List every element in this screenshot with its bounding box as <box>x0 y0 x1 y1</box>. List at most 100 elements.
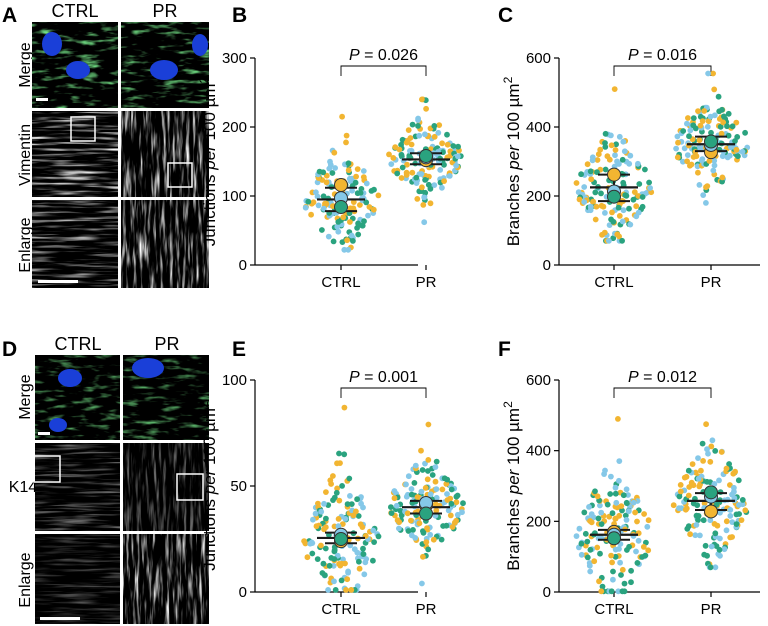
data-point <box>616 161 622 167</box>
data-point <box>621 148 628 155</box>
data-point <box>701 108 708 114</box>
data-point <box>598 190 604 197</box>
data-point <box>346 475 353 482</box>
chart-b: B 0 100 200 300 CTRL PR Junctions per 100 µm2 P … <box>197 4 464 291</box>
data-point <box>611 86 618 92</box>
data-points <box>301 404 466 593</box>
data-point <box>590 514 597 521</box>
data-point <box>421 219 428 226</box>
data-point <box>613 499 620 506</box>
data-point <box>706 158 713 164</box>
data-point <box>618 503 625 509</box>
data-point <box>343 139 349 146</box>
data-point <box>393 502 400 509</box>
data-point <box>370 206 377 213</box>
data-point <box>396 525 402 532</box>
data-point <box>454 511 461 518</box>
data-point <box>590 198 596 205</box>
data-point <box>355 220 361 227</box>
data-point <box>606 222 613 229</box>
data-point <box>696 483 703 490</box>
data-point <box>718 130 725 137</box>
data-point <box>635 160 641 167</box>
data-point <box>573 533 580 539</box>
data-point <box>695 108 701 114</box>
data-point <box>314 556 321 562</box>
data-point <box>354 225 360 231</box>
data-point <box>584 554 591 561</box>
data-point <box>727 534 734 541</box>
data-point <box>731 495 738 502</box>
panel-letter: F <box>498 338 511 361</box>
data-point <box>591 558 598 565</box>
data-point <box>730 470 737 477</box>
data-point <box>618 572 624 578</box>
x-tick-label-ctrl: CTRL <box>321 274 360 291</box>
data-point <box>586 504 592 510</box>
x-tick-label-pr: PR <box>416 601 437 618</box>
data-point <box>332 587 339 593</box>
data-point <box>615 416 621 422</box>
data-point <box>721 546 728 553</box>
data-point <box>578 171 584 178</box>
data-point <box>331 149 338 156</box>
data-point <box>707 458 714 465</box>
data-point <box>363 199 370 206</box>
data-point <box>723 465 730 472</box>
data-point <box>388 161 395 168</box>
data-point <box>361 571 368 578</box>
significance-bracket <box>613 387 712 398</box>
data-point <box>339 113 345 120</box>
data-point <box>633 548 639 555</box>
data-point <box>739 148 746 155</box>
data-point <box>736 502 742 508</box>
data-point <box>444 491 450 497</box>
panel-d-row-k14: K14 <box>9 479 38 496</box>
x-tick-label-pr: PR <box>701 601 722 618</box>
data-point <box>616 213 623 219</box>
x-tick-label-ctrl: CTRL <box>594 601 633 618</box>
significance-bracket <box>340 387 427 398</box>
data-point <box>612 546 619 553</box>
data-point <box>711 86 718 93</box>
data-point <box>330 238 337 245</box>
data-point <box>581 199 588 205</box>
data-point <box>693 522 700 528</box>
data-point <box>432 464 439 470</box>
data-point <box>636 181 643 187</box>
data-point <box>738 517 745 523</box>
data-point <box>626 160 633 167</box>
data-point <box>408 532 415 539</box>
data-point <box>404 161 410 168</box>
y-tick-label: 200 <box>526 188 551 205</box>
data-point <box>375 192 382 199</box>
panel-a-col-ctrl: CTRL <box>51 1 98 21</box>
data-point <box>727 513 734 519</box>
significance-bracket <box>340 65 427 76</box>
data-point <box>323 489 329 495</box>
data-point <box>716 546 723 553</box>
data-point <box>440 149 446 156</box>
data-point <box>687 127 694 134</box>
data-point <box>408 141 415 148</box>
data-point <box>397 507 404 514</box>
data-point <box>697 122 704 129</box>
data-point <box>433 494 440 501</box>
data-point <box>619 237 625 244</box>
data-point <box>412 462 419 469</box>
data-point <box>610 218 617 225</box>
data-point <box>597 550 603 557</box>
p-value-label: P = 0.012 <box>628 369 697 386</box>
data-point <box>326 165 333 172</box>
replicate-mean-marker <box>704 134 718 149</box>
data-point <box>439 140 445 147</box>
data-point <box>348 232 355 239</box>
data-point <box>418 488 425 495</box>
data-point <box>619 566 626 573</box>
data-point <box>644 523 651 530</box>
data-point <box>684 158 690 165</box>
data-point <box>696 144 703 151</box>
data-point <box>304 554 311 561</box>
data-point <box>578 540 585 547</box>
data-point <box>623 517 630 523</box>
